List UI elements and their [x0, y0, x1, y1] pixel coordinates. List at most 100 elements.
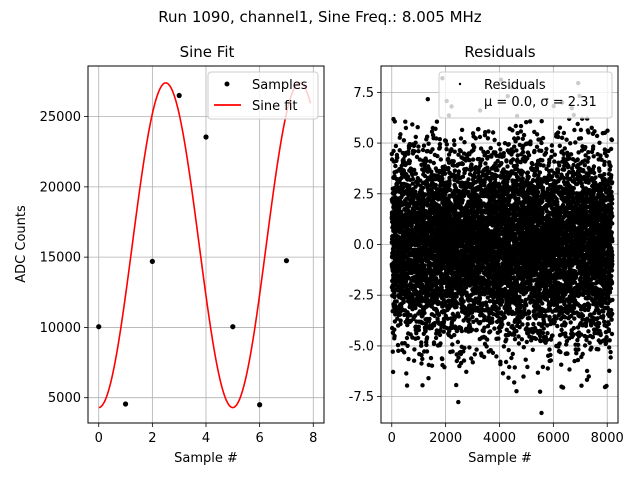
residual-point: [506, 142, 511, 147]
residual-point: [521, 374, 526, 379]
residual-point: [495, 167, 500, 173]
residual-point: [451, 159, 456, 164]
residual-point: [521, 132, 527, 138]
residual-point: [415, 335, 421, 341]
residual-point: [454, 382, 459, 388]
residual-point: [497, 328, 503, 334]
residual-point: [416, 149, 421, 154]
residual-point: [424, 335, 430, 340]
residual-point: [499, 160, 504, 166]
residual-point: [405, 322, 410, 328]
residual-point: [485, 337, 490, 342]
residual-point: [434, 119, 440, 124]
residual-point: [444, 142, 449, 147]
residual-point: [517, 294, 522, 299]
sample-point: [257, 402, 263, 408]
residual-point: [442, 171, 448, 176]
residual-point: [419, 352, 424, 358]
residual-point: [492, 137, 497, 143]
residual-point: [424, 342, 429, 348]
residual-point: [420, 356, 425, 362]
residual-point: [470, 360, 475, 365]
residual-point: [424, 158, 429, 164]
residual-point: [444, 147, 449, 152]
residual-point: [518, 123, 524, 129]
residual-point: [416, 327, 422, 333]
residual-point: [507, 364, 512, 370]
residual-point: [452, 142, 457, 147]
residual-point: [413, 189, 418, 194]
residual-point: [512, 144, 517, 149]
residual-point: [490, 130, 496, 135]
residual-point: [393, 163, 398, 169]
residual-point: [425, 203, 430, 208]
residual-point: [437, 137, 442, 142]
residual-point: [494, 354, 499, 359]
residual-point: [510, 351, 515, 357]
residual-point: [456, 314, 461, 319]
residual-point: [490, 319, 495, 324]
residual-point: [428, 261, 433, 266]
residual-point: [399, 175, 404, 181]
residual-point: [441, 319, 447, 324]
legend-sine-fit-label: Sine fit: [252, 99, 298, 114]
residual-point: [512, 380, 517, 385]
residual-point: [392, 119, 397, 124]
residual-point: [481, 354, 487, 360]
residual-point: [460, 198, 465, 203]
residual-point: [406, 145, 412, 151]
sine-fit-ytick-label: 10000: [40, 321, 81, 336]
residual-point: [488, 145, 493, 151]
residual-point: [464, 369, 469, 374]
residual-point: [461, 358, 467, 363]
residual-point: [399, 209, 404, 215]
residual-point: [398, 321, 403, 327]
residual-point: [455, 301, 460, 306]
residual-point: [500, 322, 505, 327]
residual-point: [426, 141, 431, 146]
residual-point: [451, 138, 457, 143]
residual-point: [466, 177, 471, 182]
sine-fit-ytick-label: 20000: [40, 180, 81, 195]
residual-point: [396, 348, 401, 353]
residual-point: [398, 132, 403, 137]
sample-point: [230, 324, 236, 330]
residual-point: [518, 129, 524, 134]
sine-fit-legend: Samples Sine fit: [207, 71, 319, 120]
residual-point: [413, 313, 418, 318]
residual-point: [459, 328, 464, 334]
residual-point: [477, 134, 483, 140]
residual-point: [412, 167, 417, 173]
residual-point: [395, 155, 400, 160]
residual-point: [429, 169, 434, 174]
residual-point: [437, 142, 443, 147]
residual-point: [421, 143, 427, 148]
residual-point: [417, 157, 423, 162]
residual-point: [423, 321, 428, 327]
residual-point: [437, 332, 443, 338]
residual-point: [407, 183, 412, 188]
residual-point: [462, 345, 467, 351]
sample-point: [176, 92, 182, 99]
residual-point: [447, 181, 452, 186]
residual-point: [452, 168, 458, 173]
residual-point: [419, 343, 424, 348]
residual-point: [402, 250, 408, 256]
residual-point: [438, 157, 443, 162]
residual-point: [433, 126, 438, 131]
residual-point: [425, 97, 430, 102]
residual-point: [418, 303, 423, 309]
sine-fit-xlabel: Sample #: [174, 451, 238, 466]
residual-point: [395, 316, 400, 321]
residual-point: [474, 347, 479, 352]
sample-point: [203, 134, 209, 140]
residual-point: [390, 369, 396, 375]
residual-point: [437, 145, 443, 150]
residual-point: [428, 159, 433, 164]
residual-point: [434, 276, 439, 281]
residual-point: [514, 163, 519, 168]
residual-point: [392, 294, 397, 300]
residual-point: [488, 329, 493, 334]
